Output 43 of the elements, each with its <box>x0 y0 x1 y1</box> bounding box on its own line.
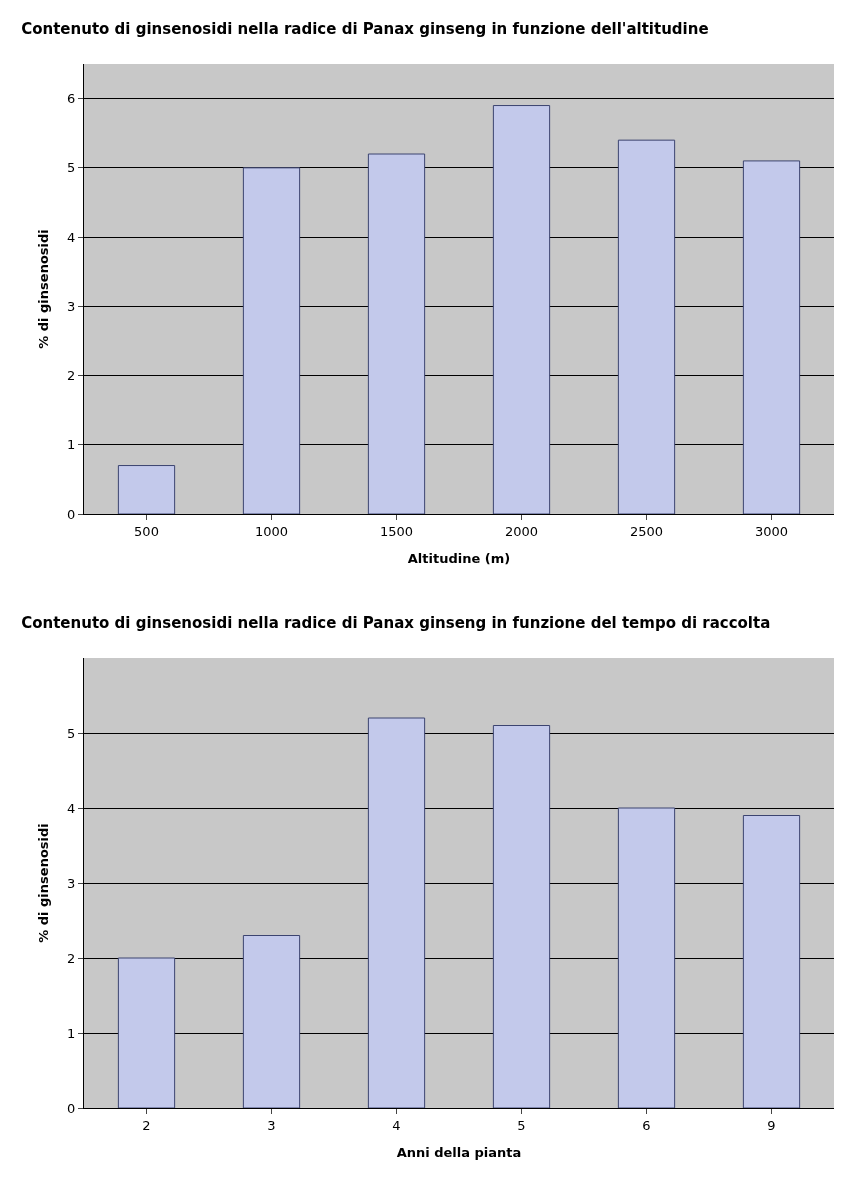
y-tick-label: 1 <box>67 1025 76 1041</box>
bar <box>492 725 551 1108</box>
chart-title: Contenuto di ginsenosidi nella radice di Panax ginseng in funzione del tempo di raccolta <box>21 614 771 632</box>
bar <box>742 160 801 514</box>
x-axis-title: Altitudine (m) <box>407 551 511 566</box>
x-tick-label: 2 <box>142 1117 151 1133</box>
y-axis-title: % di ginsenosidi <box>36 823 51 943</box>
x-tick-label: 3 <box>267 1117 276 1133</box>
x-tick-label: 2500 <box>629 523 664 539</box>
y-axis-title: % di ginsenosidi <box>36 229 51 349</box>
x-tick-label: 1000 <box>254 523 289 539</box>
x-tick-label: 9 <box>767 1117 776 1133</box>
y-tick-label: 1 <box>67 437 76 453</box>
y-tick-label: 3 <box>67 298 76 314</box>
bar <box>367 153 426 514</box>
bar <box>242 167 301 514</box>
y-tick-label: 3 <box>67 875 76 891</box>
y-tick-label: 0 <box>67 506 76 522</box>
x-tick-label: 500 <box>134 523 159 539</box>
x-tick-label: 1500 <box>379 523 414 539</box>
y-tick-label: 5 <box>67 160 76 176</box>
y-tick-label: 2 <box>67 368 76 384</box>
x-axis-title: Anni della pianta <box>396 1145 522 1160</box>
bar <box>242 935 301 1108</box>
bar <box>742 815 801 1108</box>
x-tick-label: 4 <box>392 1117 401 1133</box>
y-tick-label: 5 <box>67 725 76 741</box>
x-tick-label: 6 <box>642 1117 651 1133</box>
y-tick-label: 0 <box>67 1100 76 1116</box>
x-tick-label: 3000 <box>754 523 789 539</box>
bar <box>492 105 551 514</box>
x-tick-label: 2000 <box>504 523 539 539</box>
chart-title: Contenuto di ginsenosidi nella radice di Panax ginseng in funzione dell'altitudine <box>21 20 709 38</box>
y-tick-label: 4 <box>67 229 76 245</box>
bar <box>617 139 676 514</box>
bar <box>117 465 176 514</box>
y-tick-label: 6 <box>67 91 76 107</box>
bar <box>367 717 426 1108</box>
y-tick-label: 2 <box>67 950 76 966</box>
bar <box>617 807 676 1108</box>
x-tick-label: 5 <box>517 1117 526 1133</box>
y-tick-label: 4 <box>67 800 76 816</box>
bar <box>117 957 176 1108</box>
